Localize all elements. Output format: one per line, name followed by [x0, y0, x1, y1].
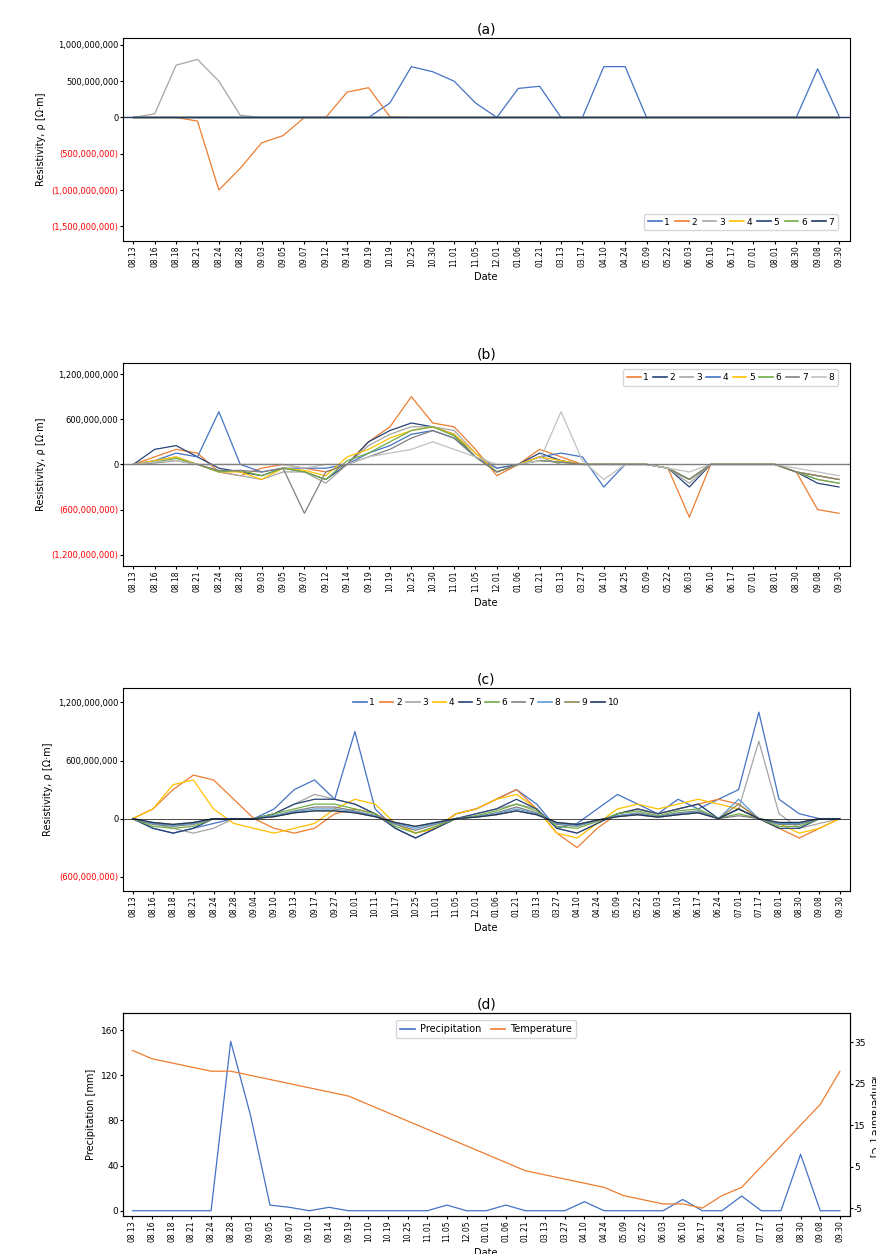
- Temperature: [166, 1056, 177, 1071]
- Temperature: [540, 1167, 550, 1183]
- Title: (b): (b): [477, 347, 496, 361]
- Precipitation: [265, 1198, 275, 1213]
- Temperature: [677, 1196, 688, 1211]
- Precipitation: [402, 1203, 413, 1218]
- Temperature: [560, 1171, 570, 1186]
- Y-axis label: Resistivity, ρ [Ω·m]: Resistivity, ρ [Ω·m]: [36, 418, 46, 512]
- Y-axis label: Temperature [°C]: Temperature [°C]: [869, 1072, 876, 1157]
- Temperature: [835, 1063, 845, 1078]
- Temperature: [206, 1063, 216, 1078]
- Title: (d): (d): [477, 998, 496, 1012]
- Precipitation: [697, 1203, 708, 1218]
- Precipitation: [363, 1203, 373, 1218]
- Temperature: [245, 1068, 256, 1083]
- Temperature: [343, 1088, 354, 1104]
- Precipitation: [500, 1198, 511, 1213]
- Precipitation: [324, 1200, 335, 1215]
- Temperature: [618, 1188, 629, 1203]
- Y-axis label: Resistivity, ρ [Ω·m]: Resistivity, ρ [Ω·m]: [43, 742, 53, 836]
- Precipitation: [442, 1198, 452, 1213]
- Temperature: [422, 1122, 433, 1137]
- Temperature: [658, 1196, 668, 1211]
- Temperature: [599, 1180, 610, 1195]
- Precipitation: [540, 1203, 550, 1218]
- Temperature: [147, 1051, 158, 1066]
- Temperature: [285, 1076, 295, 1091]
- Precipitation: [795, 1146, 806, 1161]
- Temperature: [481, 1146, 491, 1161]
- Precipitation: [599, 1203, 610, 1218]
- Precipitation: [304, 1203, 314, 1218]
- Precipitation: [206, 1203, 216, 1218]
- Temperature: [775, 1139, 786, 1154]
- Temperature: [324, 1085, 335, 1100]
- X-axis label: Date: Date: [475, 923, 498, 933]
- Precipitation: [245, 1107, 256, 1122]
- Temperature: [383, 1105, 393, 1120]
- Temperature: [638, 1193, 648, 1208]
- Title: (c): (c): [477, 673, 496, 687]
- Legend: 1, 2, 3, 4, 5, 6, 7, 8, 9, 10: 1, 2, 3, 4, 5, 6, 7, 8, 9, 10: [350, 695, 623, 711]
- Precipitation: [638, 1203, 648, 1218]
- Legend: Precipitation, Temperature: Precipitation, Temperature: [396, 1020, 576, 1038]
- Precipitation: [285, 1200, 295, 1215]
- Temperature: [442, 1130, 452, 1145]
- Precipitation: [383, 1203, 393, 1218]
- Precipitation: [127, 1203, 138, 1218]
- Precipitation: [225, 1033, 236, 1048]
- Precipitation: [462, 1203, 472, 1218]
- Precipitation: [658, 1203, 668, 1218]
- Line: Temperature: Temperature: [132, 1051, 840, 1208]
- X-axis label: Date: Date: [475, 1248, 498, 1254]
- Temperature: [756, 1159, 766, 1174]
- Precipitation: [187, 1203, 197, 1218]
- Precipitation: [618, 1203, 629, 1218]
- Temperature: [462, 1139, 472, 1154]
- Temperature: [697, 1200, 708, 1215]
- Precipitation: [147, 1203, 158, 1218]
- Temperature: [579, 1176, 590, 1191]
- Title: (a): (a): [477, 23, 496, 36]
- Precipitation: [166, 1203, 177, 1218]
- Temperature: [363, 1097, 373, 1112]
- Precipitation: [579, 1194, 590, 1209]
- Temperature: [265, 1072, 275, 1087]
- Temperature: [520, 1164, 531, 1179]
- X-axis label: Date: Date: [475, 272, 498, 282]
- Temperature: [187, 1060, 197, 1075]
- Temperature: [795, 1117, 806, 1132]
- Legend: 1, 2, 3, 4, 5, 6, 7, 8: 1, 2, 3, 4, 5, 6, 7, 8: [624, 370, 838, 385]
- Temperature: [737, 1180, 747, 1195]
- Y-axis label: Precipitation [mm]: Precipitation [mm]: [86, 1070, 95, 1160]
- Precipitation: [560, 1203, 570, 1218]
- X-axis label: Date: Date: [475, 598, 498, 608]
- Line: Precipitation: Precipitation: [132, 1041, 840, 1210]
- Precipitation: [422, 1203, 433, 1218]
- Precipitation: [717, 1203, 727, 1218]
- Temperature: [225, 1063, 236, 1078]
- Y-axis label: Resistivity, ρ [Ω·m]: Resistivity, ρ [Ω·m]: [36, 93, 46, 186]
- Temperature: [402, 1114, 413, 1129]
- Temperature: [500, 1155, 511, 1170]
- Temperature: [815, 1097, 825, 1112]
- Precipitation: [343, 1203, 354, 1218]
- Precipitation: [481, 1203, 491, 1218]
- Precipitation: [835, 1203, 845, 1218]
- Precipitation: [775, 1203, 786, 1218]
- Precipitation: [756, 1203, 766, 1218]
- Temperature: [304, 1080, 314, 1095]
- Temperature: [717, 1188, 727, 1203]
- Precipitation: [677, 1191, 688, 1206]
- Legend: 1, 2, 3, 4, 5, 6, 7: 1, 2, 3, 4, 5, 6, 7: [645, 214, 838, 231]
- Temperature: [127, 1043, 138, 1058]
- Precipitation: [815, 1203, 825, 1218]
- Precipitation: [737, 1189, 747, 1204]
- Precipitation: [520, 1203, 531, 1218]
